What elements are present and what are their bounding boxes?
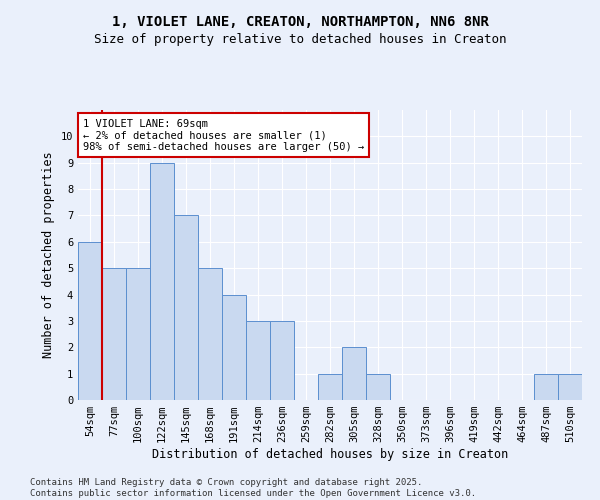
Bar: [150, 162, 174, 400]
Text: 1 VIOLET LANE: 69sqm
← 2% of detached houses are smaller (1)
98% of semi-detache: 1 VIOLET LANE: 69sqm ← 2% of detached ho…: [83, 118, 364, 152]
Bar: [126, 268, 150, 400]
Bar: [318, 374, 342, 400]
Bar: [78, 242, 102, 400]
X-axis label: Distribution of detached houses by size in Creaton: Distribution of detached houses by size …: [152, 448, 508, 461]
Bar: [270, 321, 294, 400]
Bar: [246, 321, 270, 400]
Bar: [102, 268, 126, 400]
Y-axis label: Number of detached properties: Number of detached properties: [42, 152, 55, 358]
Bar: [198, 268, 222, 400]
Text: Contains HM Land Registry data © Crown copyright and database right 2025.
Contai: Contains HM Land Registry data © Crown c…: [30, 478, 476, 498]
Bar: [534, 374, 558, 400]
Text: 1, VIOLET LANE, CREATON, NORTHAMPTON, NN6 8NR: 1, VIOLET LANE, CREATON, NORTHAMPTON, NN…: [112, 15, 488, 29]
Bar: [558, 374, 582, 400]
Bar: [174, 216, 198, 400]
Bar: [222, 294, 246, 400]
Bar: [366, 374, 390, 400]
Bar: [342, 348, 366, 400]
Text: Size of property relative to detached houses in Creaton: Size of property relative to detached ho…: [94, 32, 506, 46]
